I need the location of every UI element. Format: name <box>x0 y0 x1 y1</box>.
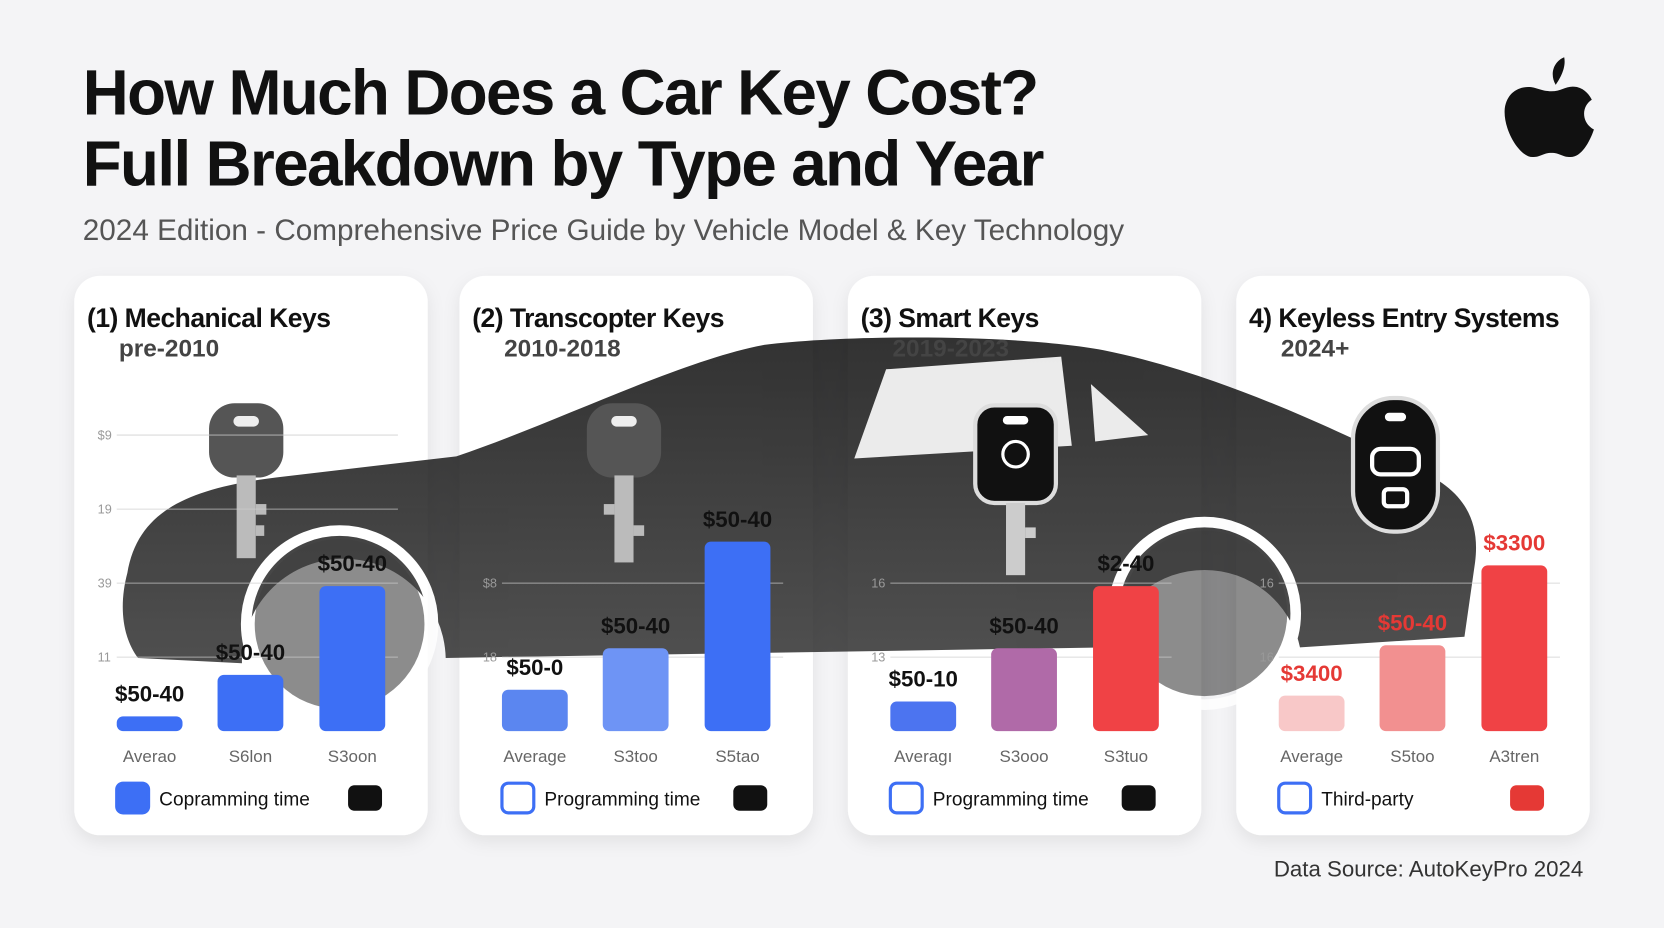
y-tick-label: $8 <box>483 575 497 590</box>
y-tick-label: 39 <box>98 575 112 590</box>
x-tick-label: Averao <box>123 747 176 766</box>
value-label: $3400 <box>1281 661 1343 686</box>
x-tick-label: S3oon <box>328 747 377 766</box>
footnote-icon <box>888 781 924 815</box>
x-tick-label: Average <box>503 747 566 766</box>
chart: (2) Transcopter Keys 2010-2018 $8 18 $50-0 Av… <box>472 303 784 815</box>
y-tick-label: 16 <box>1260 649 1274 664</box>
x-tick-label: S5tao <box>715 747 759 766</box>
title-line: Full Breakdown by Type and Year <box>83 129 1044 200</box>
chart-subtitle: 2019-2023 <box>892 336 1009 363</box>
value-label: $50-40 <box>703 507 772 532</box>
bar <box>890 701 957 732</box>
x-tick-label: A3tren <box>1489 747 1539 766</box>
value-label: $50-40 <box>115 682 184 707</box>
value-label: $50-40 <box>989 613 1058 638</box>
footnote-icon <box>1277 781 1313 815</box>
value-label: $50-40 <box>318 551 387 576</box>
y-tick-label: 19 <box>98 501 112 516</box>
x-tick-label: S3too <box>613 747 657 766</box>
y-tick-label: $9 <box>98 427 112 442</box>
subtitle: 2024 Edition - Comprehensive Price Guide… <box>83 214 1124 247</box>
x-tick-label: Averagı <box>894 747 952 766</box>
bar <box>217 674 284 732</box>
chart: 4) Keyless Entry Systems 2024+ 16 16 $3400 Av… <box>1249 303 1560 815</box>
footnote: Third-party <box>1321 789 1414 810</box>
car-icon <box>733 785 768 811</box>
y-tick-label: 18 <box>483 649 497 664</box>
bar <box>704 541 771 732</box>
bar <box>1379 645 1446 732</box>
value-label: $50-10 <box>889 667 958 692</box>
charts: (1) Mechanical Keys pre-2010 $9 19 39 11 $50-4… <box>87 303 1560 815</box>
title-line: How Much Does a Car Key Cost? <box>83 58 1038 129</box>
footnote: Programming time <box>544 789 700 810</box>
source: Data Source: AutoKeyPro 2024 <box>1274 857 1583 882</box>
x-tick-label: S3ooo <box>1000 747 1049 766</box>
y-tick-label: 16 <box>1260 575 1274 590</box>
y-tick-label: 16 <box>871 575 885 590</box>
x-tick-label: S5too <box>1390 747 1434 766</box>
key-icons <box>209 395 1441 576</box>
chart-title: (3) Smart Keys <box>861 303 1039 333</box>
value-label: $50-40 <box>601 613 670 638</box>
chart: (1) Mechanical Keys pre-2010 $9 19 39 11 $50-4… <box>87 303 398 815</box>
value-label: $3300 <box>1483 531 1545 556</box>
car-icon <box>348 785 383 811</box>
value-label: $50-40 <box>216 640 285 665</box>
x-tick-label: S3tuo <box>1104 747 1148 766</box>
chart-subtitle: pre-2010 <box>119 336 219 363</box>
car-icon <box>1510 785 1545 811</box>
bar <box>319 586 386 732</box>
bar <box>1481 565 1548 732</box>
footnote: Copramming time <box>159 789 310 810</box>
bar <box>501 689 568 732</box>
value-label: $50-0 <box>506 655 563 680</box>
x-tick-label: S6lon <box>229 747 272 766</box>
footnote: Programming time <box>933 789 1089 810</box>
y-tick-label: 13 <box>871 649 885 664</box>
bar <box>1278 695 1345 732</box>
footnote-icon <box>115 781 151 815</box>
bar <box>116 716 183 732</box>
chart-subtitle: 2010-2018 <box>504 336 621 363</box>
car-icon <box>1121 785 1156 811</box>
bar <box>602 648 669 732</box>
value-label: $50-40 <box>1378 610 1447 635</box>
x-tick-label: Average <box>1280 747 1343 766</box>
logo <box>1504 57 1594 158</box>
value-label: $2-40 <box>1097 551 1154 576</box>
chart-title: 4) Keyless Entry Systems <box>1249 303 1559 333</box>
chart-subtitle: 2024+ <box>1281 336 1350 363</box>
bar <box>1093 586 1159 732</box>
bar <box>991 648 1057 732</box>
chart-title: (1) Mechanical Keys <box>87 303 330 333</box>
footnote-icon <box>500 781 536 815</box>
chart: (3) Smart Keys 2019-2023 16 13 $50-10 Averagı… <box>861 303 1172 815</box>
y-tick-label: 11 <box>98 649 111 664</box>
chart-title: (2) Transcopter Keys <box>472 303 724 333</box>
